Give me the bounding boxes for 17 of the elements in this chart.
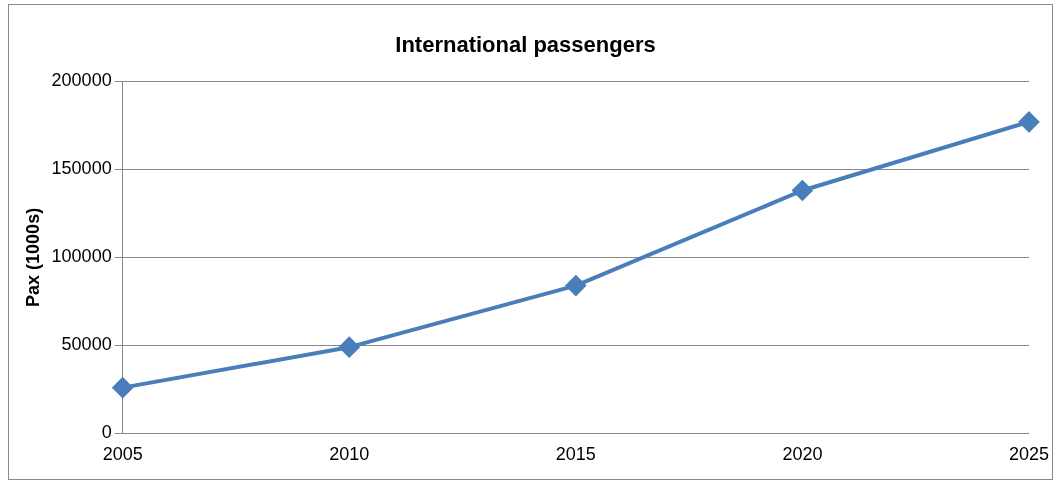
point bbox=[112, 377, 133, 398]
x-tick-label: 2010 bbox=[329, 444, 370, 465]
y-tick-label: 200000 bbox=[51, 70, 112, 91]
point bbox=[792, 180, 813, 201]
point bbox=[565, 275, 586, 296]
y-tick-label: 50000 bbox=[61, 334, 112, 355]
point bbox=[339, 337, 360, 358]
x-tick-label: 2015 bbox=[555, 444, 596, 465]
y-axis-title: Pax (1000s) bbox=[22, 207, 43, 307]
chart-title: International passengers bbox=[395, 32, 656, 58]
y-tick-label: 0 bbox=[101, 422, 112, 443]
y-tick-label: 100000 bbox=[51, 246, 112, 267]
x-tick-label: 2025 bbox=[1008, 444, 1049, 465]
x-tick-label: 2005 bbox=[102, 444, 143, 465]
y-tick-label: 150000 bbox=[51, 158, 112, 179]
point bbox=[1018, 111, 1039, 132]
x-tick-label: 2020 bbox=[782, 444, 823, 465]
